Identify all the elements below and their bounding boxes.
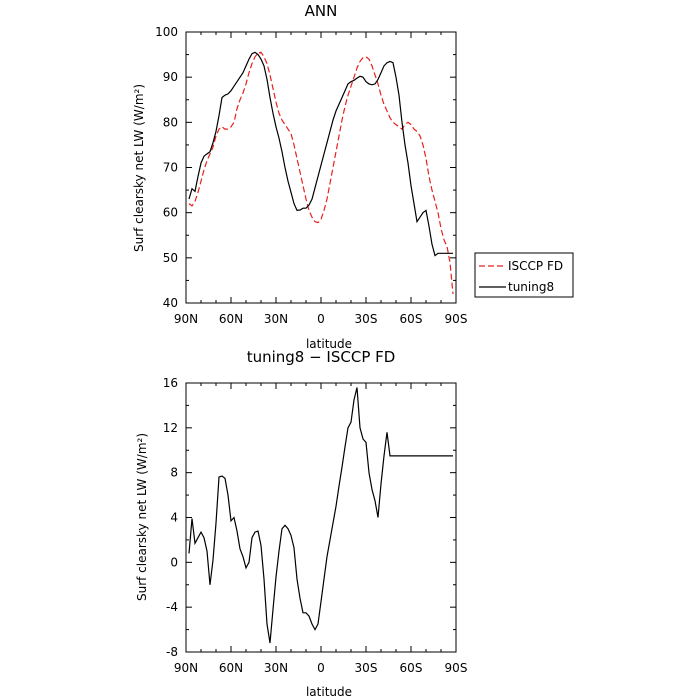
y-tick-label: 70 (163, 161, 178, 175)
x-axis: 90N 60N 30N 0 30S 60S 90S (174, 32, 468, 326)
y-tick-label: 16 (163, 376, 178, 390)
y-tick-label: 40 (163, 296, 178, 310)
x-tick-label: 90S (445, 312, 468, 326)
plot-frame (185, 382, 457, 653)
x-tick-label: 30S (355, 312, 378, 326)
y-tick-label: 0 (170, 555, 178, 569)
x-tick-label: 0 (317, 661, 325, 675)
x-tick-label: 90N (174, 312, 198, 326)
y-tick-label: 12 (163, 421, 178, 435)
chart-title: ANN (305, 2, 338, 20)
legend-entry-isccp-fd: ISCCP FD (508, 259, 563, 273)
chart-title: tuning8 − ISCCP FD (247, 348, 396, 366)
y-axis-label: Surf clearsky net LW (W/m²) (132, 84, 146, 252)
x-tick-label: 60S (400, 661, 423, 675)
y-tick-label: 100 (155, 25, 178, 39)
series-line-tuning8 (188, 51, 453, 257)
x-tick-label: 30S (355, 661, 378, 675)
x-tick-label: 60S (400, 312, 423, 326)
x-axis-label: latitude (306, 685, 352, 699)
y-axis: -8 -4 0 4 8 12 16 (163, 376, 456, 659)
y-tick-label: 80 (163, 115, 178, 129)
y-axis: 40 50 60 70 80 90 100 (155, 25, 456, 310)
x-axis: 90N 60N 30N 0 30S 60S 90S (174, 383, 468, 675)
y-axis-label: Surf clearsky net LW (W/m²) (135, 433, 149, 601)
x-tick-label: 90N (174, 661, 198, 675)
legend-entry-tuning8: tuning8 (508, 280, 554, 294)
y-tick-label: -8 (166, 645, 178, 659)
y-tick-label: 8 (170, 466, 178, 480)
y-tick-label: -4 (166, 600, 178, 614)
x-tick-label: 60N (219, 312, 243, 326)
legend: ISCCP FD tuning8 (474, 252, 574, 298)
series-line-isccp-fd (188, 51, 454, 295)
x-tick-label: 30N (264, 312, 288, 326)
x-tick-label: 0 (317, 312, 325, 326)
series-group (188, 51, 454, 295)
y-tick-label: 50 (163, 251, 178, 265)
x-axis-label: latitude (306, 337, 352, 351)
panel-difference: tuning8 − ISCCP FD -8 -4 0 4 8 12 16 90N 60N 30N… (135, 348, 467, 699)
x-tick-label: 30N (264, 661, 288, 675)
y-tick-label: 4 (170, 511, 178, 525)
series-group (188, 387, 453, 644)
y-tick-label: 90 (163, 70, 178, 84)
x-tick-label: 60N (219, 661, 243, 675)
x-tick-label: 90S (445, 661, 468, 675)
series-line-difference (188, 387, 453, 644)
y-tick-label: 60 (163, 206, 178, 220)
legend-box (474, 252, 574, 298)
